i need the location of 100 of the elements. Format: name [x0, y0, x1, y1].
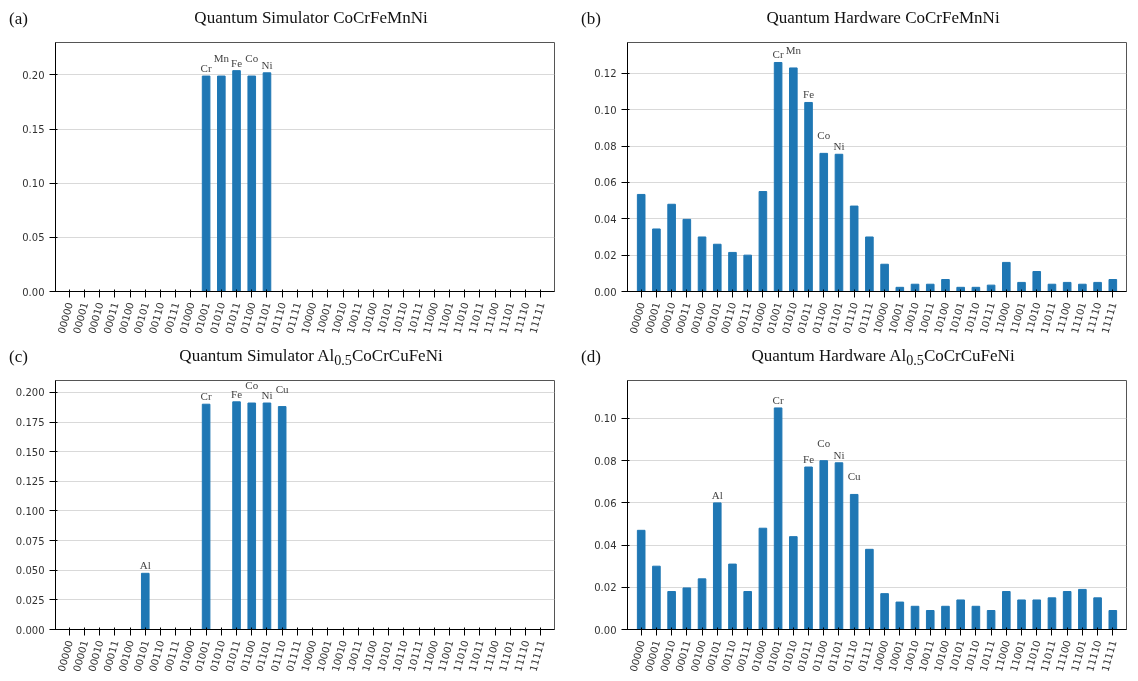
- bar: [865, 236, 874, 292]
- bar: [941, 279, 950, 292]
- y-tick-label: 0.00: [594, 286, 617, 298]
- y-tick-label: 0.02: [594, 582, 617, 594]
- y-tick-label: 0.12: [594, 68, 617, 80]
- bar: [743, 254, 752, 292]
- chart-title: Quantum Simulator Al$_{0.5}$CoCrCuFeNi: [179, 346, 443, 369]
- bar: [819, 460, 829, 630]
- bar: [697, 578, 707, 630]
- y-tick-label: 0.05: [22, 232, 45, 244]
- bar: [925, 283, 935, 292]
- bar: [804, 466, 813, 630]
- y-tick-label: 0.00: [594, 624, 617, 636]
- annotation: Fe: [231, 56, 243, 69]
- bar: [743, 591, 752, 630]
- bar: [1078, 588, 1087, 630]
- bar: [865, 548, 874, 630]
- annotation: Cr: [772, 48, 784, 61]
- bar: [262, 402, 272, 630]
- bar: [880, 593, 889, 630]
- bar: [247, 402, 257, 630]
- annotation: Cu: [847, 470, 862, 483]
- annotation: Mn: [213, 52, 230, 65]
- bar: [201, 403, 211, 630]
- bar: [652, 228, 661, 292]
- y-tick-label: 0.10: [594, 413, 617, 425]
- bar: [986, 284, 996, 292]
- y-tick-label: 0.125: [15, 476, 45, 488]
- y-tick-label: 0.10: [22, 178, 45, 190]
- annotation: Co: [245, 52, 259, 65]
- y-tick-label: 0.08: [594, 141, 617, 153]
- y-tick-label: 0.150: [15, 446, 45, 458]
- bar: [232, 401, 241, 630]
- bar: [758, 191, 768, 292]
- bar: [849, 205, 859, 292]
- y-tick-label: 0.200: [15, 387, 45, 399]
- annotation: Cu: [275, 382, 290, 395]
- bar: [1047, 597, 1057, 630]
- annotation: Fe: [803, 453, 815, 466]
- y-tick-label: 0.06: [594, 497, 617, 509]
- chart-title: Quantum Hardware CoCrFeMnNi: [766, 8, 1000, 27]
- bar: [667, 591, 676, 630]
- bar: [728, 563, 737, 630]
- bar: [728, 251, 737, 292]
- bar: [895, 601, 905, 630]
- bar: [834, 462, 844, 630]
- annotation: Cr: [200, 62, 212, 75]
- bar: [880, 263, 889, 292]
- text: (a): [9, 8, 28, 30]
- bar: [1002, 261, 1011, 292]
- y-tick-label: 0.02: [594, 250, 617, 262]
- bar: [1093, 281, 1102, 292]
- y-tick-label: 0.050: [15, 565, 45, 577]
- y-tick-label: 0.06: [594, 177, 617, 189]
- bar: [834, 153, 844, 292]
- bar: [1032, 271, 1042, 292]
- y-tick-label: 0.075: [15, 535, 45, 547]
- bar: [682, 587, 692, 630]
- bar: [1017, 599, 1026, 630]
- y-tick-label: 0.175: [15, 417, 45, 428]
- bar: [682, 218, 692, 292]
- annotation: Al: [711, 488, 723, 501]
- annotation: Fe: [231, 387, 243, 400]
- annotation: Co: [245, 379, 259, 392]
- bar: [1062, 591, 1072, 630]
- y-tick-label: 0.04: [594, 213, 617, 225]
- bar: [925, 610, 935, 630]
- bar: [910, 605, 920, 630]
- y-tick-label: 0.025: [15, 594, 45, 606]
- bar: [1002, 591, 1011, 630]
- bar: [956, 599, 965, 630]
- chart-title: Quantum Hardware Al$_{0.5}$CoCrCuFeNi: [751, 346, 1015, 369]
- bar: [636, 193, 646, 292]
- bar: [895, 286, 905, 292]
- bar: [956, 286, 965, 292]
- bar: [819, 152, 829, 292]
- bar: [277, 406, 287, 630]
- annotation: Fe: [803, 88, 815, 101]
- bar: [773, 407, 783, 630]
- bar: [140, 572, 150, 630]
- bar: [1017, 281, 1026, 292]
- annotation: Ni: [261, 58, 273, 71]
- bar: [1062, 281, 1072, 292]
- annotation: Cr: [200, 390, 212, 403]
- bar: [804, 101, 813, 292]
- bar: [773, 61, 783, 292]
- annotation: Ni: [833, 448, 845, 461]
- y-tick-label: 0.10: [594, 104, 617, 116]
- chart-title: Quantum Simulator CoCrFeMnNi: [194, 8, 428, 27]
- bar: [971, 605, 981, 630]
- bar: [697, 236, 707, 292]
- bar: [941, 605, 950, 630]
- annotation: Co: [817, 129, 831, 142]
- bar: [667, 203, 676, 292]
- bar: [636, 529, 646, 630]
- y-tick-label: 0.000: [15, 624, 45, 636]
- y-tick-label: 0.100: [15, 505, 45, 517]
- text: (d): [581, 346, 601, 368]
- y-tick-label: 0.08: [594, 455, 617, 467]
- bar: [1108, 279, 1118, 292]
